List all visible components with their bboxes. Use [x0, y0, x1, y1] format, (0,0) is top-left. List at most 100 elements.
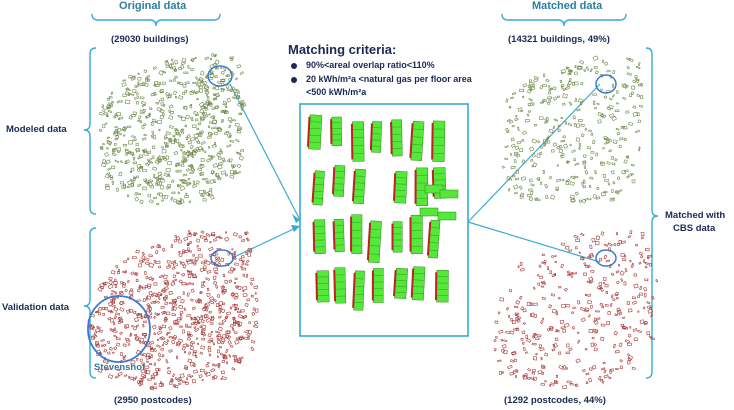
- building-footprint: [145, 114, 151, 119]
- building-footprint: [153, 300, 157, 305]
- building-footprint: [157, 171, 163, 176]
- building-footprint: [587, 255, 591, 259]
- building-footprint: [556, 164, 559, 167]
- building-footprint: [104, 368, 110, 371]
- building-footprint: [562, 385, 568, 390]
- building-footprint: [141, 124, 145, 129]
- building-footprint: [172, 373, 175, 378]
- building-footprint: [156, 344, 161, 348]
- building-footprint: [601, 114, 607, 119]
- building-footprint: [510, 96, 514, 100]
- building-footprint: [629, 326, 632, 329]
- building-footprint: [134, 191, 138, 196]
- building-footprint: [546, 140, 551, 144]
- building-footprint: [522, 322, 526, 325]
- building-footprint: [217, 333, 222, 337]
- building-footprint: [181, 179, 186, 184]
- building-footprint: [594, 329, 598, 334]
- building-footprint: [212, 298, 217, 303]
- building-footprint: [560, 263, 564, 269]
- building-footprint: [111, 148, 116, 152]
- building-footprint: [241, 259, 245, 262]
- building-footprint: [522, 95, 525, 99]
- building-footprint: [146, 344, 152, 348]
- building-footprint: [163, 318, 168, 323]
- building-footprint: [578, 199, 582, 203]
- building-footprint: [229, 169, 235, 175]
- building-footprint: [162, 155, 166, 160]
- building-footprint: [583, 165, 587, 169]
- building-footprint: [165, 60, 168, 63]
- building-footprint: [160, 185, 164, 190]
- building-footprint: [213, 131, 218, 136]
- building-footprint: [156, 338, 159, 341]
- building-footprint: [640, 254, 644, 259]
- building-footprint: [177, 142, 182, 147]
- building-footprint: [114, 128, 119, 132]
- building-footprint: [574, 246, 578, 250]
- connector-lines: [229, 83, 601, 263]
- building-footprint: [212, 119, 217, 124]
- building-footprint: [637, 119, 641, 124]
- building-footprint: [633, 337, 638, 342]
- building-footprint: [123, 134, 126, 137]
- building-footprint: [192, 124, 197, 128]
- building-footprint: [631, 367, 636, 370]
- building-footprint: [548, 91, 552, 95]
- building-footprint: [238, 335, 244, 341]
- building-footprint: [588, 314, 591, 318]
- building-footprint: [174, 260, 176, 264]
- building-footprint: [199, 80, 206, 87]
- building-footprint: [228, 354, 232, 358]
- building-footprint: [628, 57, 634, 63]
- building-footprint: [176, 341, 181, 345]
- building-footprint: [127, 376, 131, 379]
- building-footprint: [192, 369, 198, 374]
- building-footprint: [551, 255, 554, 258]
- building-footprint: [621, 258, 627, 262]
- building-footprint: [197, 141, 201, 144]
- building-footprint: [158, 383, 163, 387]
- building-footprint: [161, 112, 165, 116]
- building-footprint: [203, 371, 208, 376]
- building-footprint: [125, 152, 128, 156]
- building-footprint: [177, 191, 181, 195]
- building-footprint: [203, 84, 210, 91]
- building-footprint: [216, 349, 220, 354]
- building-footprint: [224, 105, 228, 109]
- building-footprint: [220, 336, 223, 340]
- building-footprint: [241, 285, 248, 291]
- building-footprint: [244, 231, 247, 236]
- building-footprint: [217, 161, 223, 166]
- building-footprint: [527, 368, 532, 372]
- building-footprint: [629, 230, 633, 235]
- building-footprint: [581, 198, 587, 204]
- building-footprint: [132, 176, 137, 181]
- building-footprint: [232, 119, 236, 122]
- building-footprint: [164, 282, 170, 286]
- building-footprint: [136, 175, 139, 179]
- building-footprint: [178, 143, 184, 148]
- building-footprint: [125, 337, 129, 341]
- building-footprint: [618, 144, 622, 149]
- building-footprint: [577, 65, 583, 70]
- building-footprint: [124, 288, 128, 292]
- building-footprint: [593, 66, 598, 69]
- left-bracket-validation: [83, 227, 97, 379]
- building-footprint: [540, 181, 543, 185]
- building-footprint: [187, 233, 192, 237]
- building-footprint: [176, 317, 181, 321]
- building-footprint: [569, 181, 575, 186]
- building-footprint: [562, 93, 568, 99]
- building-footprint: [209, 157, 213, 160]
- building-footprint: [126, 151, 130, 155]
- building-footprint: [580, 123, 585, 127]
- building-footprint: [172, 319, 179, 324]
- building-footprint: [164, 146, 168, 149]
- building-footprint: [186, 314, 191, 317]
- building-footprint: [544, 183, 549, 189]
- building-footprint: [210, 170, 215, 175]
- building-footprint: [151, 118, 156, 122]
- building-footprint: [553, 118, 558, 122]
- criteria-bullet: [291, 77, 297, 83]
